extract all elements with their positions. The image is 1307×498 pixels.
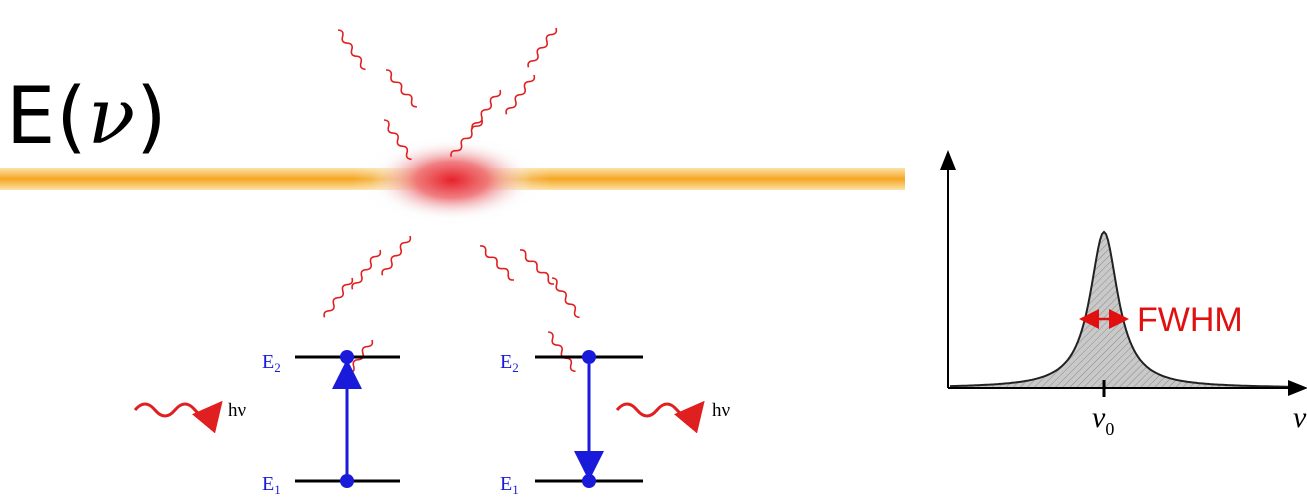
photon-wave xyxy=(527,27,558,68)
photon-wave xyxy=(323,277,354,318)
lineshape-plot: ν0 ν FWHM xyxy=(940,150,1307,439)
incoming-photon-label: hν xyxy=(228,400,247,421)
photon-wave xyxy=(381,235,412,276)
photon-wave xyxy=(519,249,555,285)
upper-level-label: E2 xyxy=(262,351,281,375)
upper-state-dot xyxy=(340,350,354,364)
photon-wave xyxy=(551,277,580,319)
photon-wave xyxy=(385,69,417,108)
incoming-photon-wave xyxy=(133,400,223,434)
photon-wave xyxy=(351,249,382,290)
lower-state-dot xyxy=(340,474,354,488)
lower-state-dot xyxy=(582,474,596,488)
upper-level-label: E2 xyxy=(500,351,519,375)
photon-wave xyxy=(505,74,536,115)
energy-function-title: E(ν) xyxy=(6,72,168,162)
outgoing-photon-label: hν xyxy=(712,400,731,421)
scattered-photons xyxy=(323,27,580,380)
lower-level-label: E1 xyxy=(500,473,519,497)
peak-frequency-label: ν0 xyxy=(1092,401,1114,439)
photon-wave xyxy=(471,89,502,130)
lineshape-area xyxy=(950,232,1300,388)
photon-wave xyxy=(337,29,366,71)
atom-glow xyxy=(372,140,532,220)
photon-wave xyxy=(383,119,412,161)
absorption-diagram: E2 E1 hν xyxy=(133,350,400,497)
outgoing-photon-wave xyxy=(615,400,705,434)
upper-state-dot xyxy=(582,350,596,364)
fwhm-label: FWHM xyxy=(1137,301,1243,339)
photon-wave xyxy=(479,245,515,281)
emission-diagram: E2 E1 hν xyxy=(500,350,731,497)
frequency-axis-label: ν xyxy=(1293,401,1307,434)
lower-level-label: E1 xyxy=(262,473,281,497)
photon-wave xyxy=(547,331,576,373)
photon-wave xyxy=(450,119,483,157)
